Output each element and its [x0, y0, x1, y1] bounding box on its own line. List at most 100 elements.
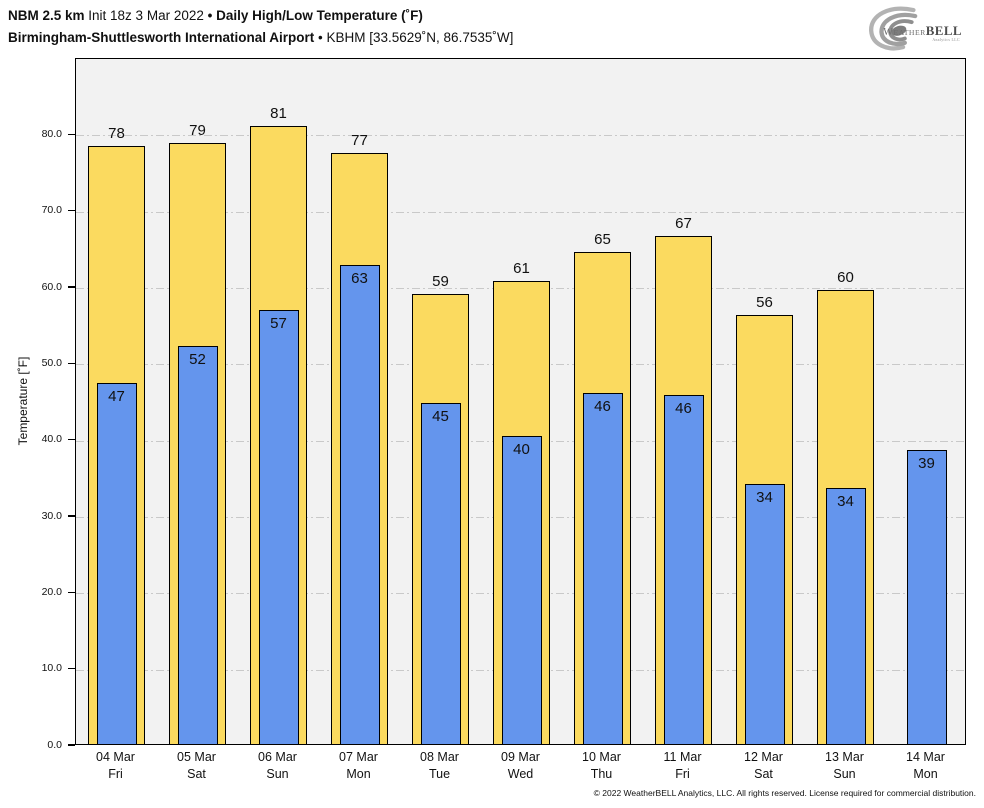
title-line-1: NBM 2.5 km Init 18z 3 Mar 2022 • Daily H… — [8, 5, 513, 27]
y-tick-mark — [68, 133, 75, 136]
weatherbell-logo: WEATHERBELL Analytics LLC — [869, 6, 962, 51]
y-tick-mark — [68, 591, 75, 594]
y-tick-label: 10.0 — [41, 662, 62, 675]
model-name: NBM 2.5 km — [8, 8, 85, 23]
x-tick-label: 07 Mar Mon — [314, 749, 404, 783]
x-tick-dow: Fri — [675, 767, 690, 781]
low-bar — [663, 395, 704, 744]
logo-text-bell: BELL — [926, 23, 962, 38]
low-value-label: 46 — [594, 397, 611, 415]
logo-text-analytics: Analytics LLC — [932, 38, 960, 42]
x-tick-date: 07 Mar — [339, 750, 378, 764]
x-tick-date: 12 Mar — [744, 750, 783, 764]
low-bar — [420, 402, 461, 744]
x-tick-label: 04 Mar Fri — [71, 749, 161, 783]
x-tick-dow: Sun — [266, 767, 289, 781]
y-tick-mark — [68, 667, 75, 670]
gridline-70 — [76, 211, 965, 213]
init-time: Init 18z 3 Mar 2022 — [84, 8, 208, 23]
x-tick-date: 11 Mar — [663, 750, 702, 764]
low-value-label: 46 — [675, 400, 692, 418]
x-tick-dow: Mon — [913, 767, 938, 781]
low-value-label: 47 — [108, 387, 125, 405]
x-tick-label: 09 Mar Wed — [476, 749, 566, 783]
title-block: NBM 2.5 km Init 18z 3 Mar 2022 • Daily H… — [8, 5, 513, 49]
x-tick-dow: Sat — [754, 767, 773, 781]
x-tick-label: 10 Mar Thu — [557, 749, 647, 783]
x-tick-dow: Sun — [833, 767, 856, 781]
station-id: KBHM [33.5629˚N, 86.7535˚W] — [326, 30, 514, 45]
x-tick-dow: Mon — [346, 767, 371, 781]
x-tick-dow: Sat — [187, 767, 206, 781]
x-tick-date: 04 Mar — [96, 750, 135, 764]
high-value-label: 67 — [675, 215, 692, 233]
x-tick-label: 06 Mar Sun — [233, 749, 323, 783]
high-value-label: 79 — [189, 122, 206, 140]
y-tick-mark — [68, 515, 75, 517]
x-tick-label: 11 Mar Fri — [638, 749, 728, 783]
x-tick-label: 05 Mar Sat — [152, 749, 242, 783]
x-tick-label: 12 Mar Sat — [719, 749, 809, 783]
y-tick-mark — [68, 209, 75, 212]
high-value-label: 56 — [756, 294, 773, 311]
x-tick-dow: Fri — [108, 767, 123, 781]
y-tick-label: 80.0 — [41, 127, 62, 140]
x-tick-dow: Wed — [507, 767, 534, 781]
title-line-2: Birmingham-Shuttlesworth International A… — [8, 27, 513, 49]
x-tick-date: 06 Mar — [258, 750, 297, 764]
low-value-label: 63 — [351, 270, 368, 288]
high-value-label: 77 — [351, 132, 368, 150]
x-tick-dow: Thu — [590, 767, 613, 781]
y-axis-title: Temperature [˚F] — [16, 356, 30, 446]
high-value-label: 78 — [108, 124, 125, 142]
low-bar — [501, 436, 542, 744]
separator-dot-2: • — [314, 30, 327, 45]
low-bar — [339, 265, 380, 744]
low-bar — [177, 345, 218, 744]
high-value-label: 81 — [270, 105, 287, 123]
low-bar — [582, 392, 623, 744]
x-tick-label: 13 Mar Sun — [800, 749, 890, 783]
low-value-label: 34 — [756, 489, 773, 507]
low-value-label: 57 — [270, 314, 287, 332]
y-tick-label: 30.0 — [41, 509, 62, 522]
gridline-80 — [76, 135, 965, 137]
high-value-label: 60 — [837, 268, 854, 286]
copyright-text: © 2022 WeatherBELL Analytics, LLC. All r… — [593, 788, 976, 798]
x-tick-date: 05 Mar — [177, 750, 216, 764]
low-bar — [258, 309, 299, 744]
y-tick-label: 0.0 — [47, 738, 62, 751]
low-bar — [96, 382, 137, 744]
y-tick-mark — [68, 744, 75, 746]
y-tick-mark — [68, 286, 75, 288]
station-name: Birmingham-Shuttlesworth International A… — [8, 30, 315, 45]
low-value-label: 45 — [432, 407, 449, 425]
x-tick-label: 08 Mar Tue — [395, 749, 485, 783]
x-tick-date: 09 Mar — [501, 750, 540, 764]
low-value-label: 40 — [513, 441, 530, 459]
y-tick-label: 20.0 — [41, 585, 62, 598]
low-bar — [825, 487, 866, 744]
x-tick-dow: Tue — [428, 767, 451, 781]
y-tick-mark — [68, 362, 75, 365]
y-tick-label: 70.0 — [41, 204, 62, 217]
high-value-label: 65 — [594, 230, 611, 248]
low-bar — [744, 484, 785, 744]
low-value-label: 39 — [918, 455, 935, 473]
x-tick-date: 13 Mar — [825, 750, 864, 764]
x-tick-date: 10 Mar — [582, 750, 621, 764]
separator-dot: • — [207, 8, 217, 23]
high-value-label: 61 — [513, 260, 530, 278]
low-value-label: 34 — [837, 492, 854, 510]
y-tick-label: 50.0 — [41, 356, 62, 369]
y-tick-label: 40.0 — [41, 433, 62, 446]
hurricane-swirl-icon — [869, 6, 918, 51]
low-value-label: 52 — [189, 350, 206, 368]
low-bar — [906, 450, 947, 744]
x-tick-date: 14 Mar — [906, 750, 945, 764]
x-tick-label: 14 Mar Mon — [881, 749, 971, 783]
x-tick-date: 08 Mar — [420, 750, 459, 764]
high-value-label: 59 — [432, 273, 449, 291]
plot-area: 78 47 79 52 81 57 77 63 59 45 61 40 65 46 67 46 56 34 60 34… — [75, 58, 966, 745]
